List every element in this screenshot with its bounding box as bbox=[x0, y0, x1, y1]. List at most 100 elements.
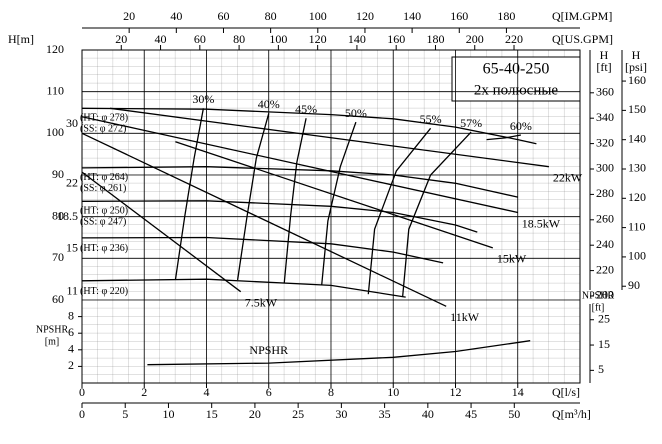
axis-label: Q[m³/h] bbox=[552, 407, 591, 421]
right-tick-label: 340 bbox=[596, 110, 614, 124]
x2-tick-label: 40 bbox=[422, 407, 434, 421]
npshr-tick-label: 2 bbox=[68, 358, 74, 372]
right-tick-label: 160 bbox=[628, 73, 646, 87]
x-tick-label: 12 bbox=[450, 385, 462, 399]
x-tick-label: 8 bbox=[328, 385, 334, 399]
right-tick-label: 320 bbox=[596, 135, 614, 149]
chart-title: 65-40-250 bbox=[483, 61, 550, 78]
top-tick-label: 120 bbox=[309, 32, 327, 46]
efficiency-label: 40% bbox=[258, 97, 280, 111]
x2-tick-label: 25 bbox=[292, 407, 304, 421]
efficiency-curve bbox=[236, 113, 270, 281]
top-tick-label: 160 bbox=[450, 9, 468, 23]
top-tick-label: 100 bbox=[269, 32, 287, 46]
title-box bbox=[451, 56, 581, 102]
y-tick-label: 120 bbox=[46, 42, 64, 56]
head-curve bbox=[81, 166, 518, 198]
head-label: (HT: φ 236) bbox=[80, 243, 128, 254]
head-label: (HT: φ 278) bbox=[80, 113, 128, 124]
axis-label: [m] bbox=[45, 336, 59, 347]
power-label: 22kW bbox=[553, 170, 583, 184]
right-tick-label: 240 bbox=[596, 237, 614, 251]
top-tick-label: 160 bbox=[387, 32, 405, 46]
y-tick-label: 110 bbox=[46, 83, 64, 97]
head-rating: 22 bbox=[66, 176, 78, 190]
npshr-ft-tick-label: 25 bbox=[598, 311, 610, 325]
efficiency-label: 45% bbox=[295, 102, 317, 116]
top-tick-label: 200 bbox=[466, 32, 484, 46]
y-axis-label: H[m] bbox=[8, 32, 34, 46]
right-tick-label: 130 bbox=[628, 161, 646, 175]
head-label: (SS: φ 247) bbox=[80, 217, 126, 228]
x2-tick-label: 5 bbox=[122, 407, 128, 421]
head-curve bbox=[81, 236, 444, 264]
npshr-tick-label: 4 bbox=[68, 342, 74, 356]
x2-tick-label: 0 bbox=[79, 407, 85, 421]
right-tick-label: 360 bbox=[596, 85, 614, 99]
top-tick-label: 40 bbox=[170, 9, 182, 23]
top-tick-label: 140 bbox=[348, 32, 366, 46]
top-tick-label: 40 bbox=[155, 32, 167, 46]
right-tick-label: 150 bbox=[628, 102, 646, 116]
top-tick-label: 180 bbox=[497, 9, 515, 23]
npshr-tick-label: 8 bbox=[68, 308, 74, 322]
power-label: 18.5kW bbox=[522, 216, 561, 230]
efficiency-curve bbox=[283, 118, 307, 283]
power-curve bbox=[109, 107, 549, 168]
right-tick-label: 90 bbox=[628, 278, 640, 292]
efficiency-label: 50% bbox=[345, 106, 367, 120]
head-label: (HT: φ 264) bbox=[80, 172, 128, 183]
y-tick-label: 100 bbox=[46, 125, 64, 139]
efficiency-curve bbox=[367, 127, 432, 295]
y-tick-label: 90 bbox=[52, 167, 64, 181]
x-axis-label: Q[l/s] bbox=[552, 385, 580, 399]
power-label: 7.5kW bbox=[245, 295, 278, 309]
head-curve bbox=[81, 200, 478, 233]
right-tick-label: 200 bbox=[596, 288, 614, 302]
axis-label: H bbox=[632, 48, 641, 62]
efficiency-label: 60% bbox=[510, 119, 532, 133]
y-tick-label: 60 bbox=[52, 292, 64, 306]
axis-label: NPSHR bbox=[582, 290, 615, 301]
efficiency-label: 55% bbox=[420, 112, 442, 126]
top-tick-label: 100 bbox=[309, 9, 327, 23]
efficiency-label: 57% bbox=[460, 116, 482, 130]
right-tick-label: 100 bbox=[628, 249, 646, 263]
top-tick-label: 80 bbox=[233, 32, 245, 46]
power-curve bbox=[81, 171, 242, 293]
head-rating: 15 bbox=[66, 241, 78, 255]
npshr-ft-tick-label: 15 bbox=[598, 337, 610, 351]
top-tick-label: 180 bbox=[426, 32, 444, 46]
axis-label: Q[IM.GPM] bbox=[552, 9, 612, 23]
top-tick-label: 20 bbox=[115, 32, 127, 46]
x2-tick-label: 20 bbox=[249, 407, 261, 421]
axis-label: [ft] bbox=[596, 60, 611, 74]
x2-tick-label: 45 bbox=[465, 407, 477, 421]
efficiency-curve bbox=[174, 108, 205, 281]
x-tick-label: 2 bbox=[141, 385, 147, 399]
head-rating: 30 bbox=[66, 116, 78, 130]
top-tick-label: 80 bbox=[265, 9, 277, 23]
top-tick-label: 220 bbox=[505, 32, 523, 46]
npshr-label: NPSHR bbox=[249, 343, 288, 357]
x2-tick-label: 10 bbox=[162, 407, 174, 421]
top-tick-label: 20 bbox=[123, 9, 135, 23]
right-tick-label: 280 bbox=[596, 186, 614, 200]
x2-tick-label: 15 bbox=[206, 407, 218, 421]
axis-label: [psi] bbox=[625, 60, 647, 74]
power-label: 15kW bbox=[497, 252, 527, 266]
power-curve bbox=[175, 141, 494, 249]
head-label: (SS: φ 272) bbox=[80, 124, 126, 135]
head-rating: 11 bbox=[66, 284, 78, 298]
x-tick-label: 4 bbox=[204, 385, 210, 399]
power-curve bbox=[81, 116, 518, 214]
top-tick-label: 60 bbox=[194, 32, 206, 46]
right-tick-label: 260 bbox=[596, 212, 614, 226]
x2-tick-label: 50 bbox=[508, 407, 520, 421]
x-tick-label: 0 bbox=[79, 385, 85, 399]
top-tick-label: 60 bbox=[217, 9, 229, 23]
power-curve bbox=[81, 132, 447, 307]
power-label: 11kW bbox=[450, 310, 480, 324]
axis-label: NPSHR bbox=[36, 324, 69, 335]
